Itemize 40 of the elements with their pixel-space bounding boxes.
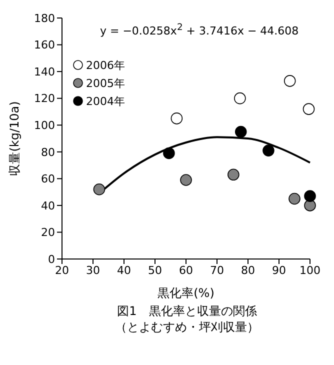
point [180,174,192,186]
point [228,168,240,181]
point [93,183,106,196]
y-tick-label: 160 [34,38,55,52]
text: （とよむすめ・坪刈収量） [114,319,260,335]
y-tick-label: 60 [41,172,55,186]
y-axis-title: 収量(kg/10a) [7,101,22,176]
y-tick-label: 20 [41,226,55,240]
x-tick-label: 80 [241,264,255,277]
y-tick-label: 100 [34,119,55,132]
y-tick-label: 80 [41,146,55,159]
annotation: y = −0.0258x$^{2}$ + 3.7416x − 44.608 [100,22,299,38]
y-tick-label: 180 [34,12,55,25]
point [304,190,316,202]
x-axis-title: 黒化率(%) [158,286,214,300]
caption: 図1 黒化率と収量の関係 [116,303,258,319]
point [262,144,274,156]
point [288,192,300,205]
x-tick-label: 40 [117,264,131,277]
x-tick-label: 90 [272,264,286,277]
legend-label: 2005年 [86,76,125,90]
x-tick-label: 20 [55,264,69,277]
point [234,92,246,104]
y-tick-label: 140 [34,65,55,78]
x-tick-label: 60 [179,264,193,277]
x-tick-label: 50 [148,264,162,277]
point [302,103,315,115]
point [170,112,183,124]
point [163,147,175,160]
point [304,200,316,212]
y-tick-label: 0 [48,252,55,266]
x-tick-label: 30 [86,264,100,277]
y-tick-label: 40 [41,199,55,212]
y-tick-label: 120 [34,92,55,106]
point [234,126,247,138]
legend-label: 2006年 [86,58,125,72]
point [284,75,296,87]
x-tick-label: 100 [300,264,320,277]
legend-label: 2004年 [86,94,125,108]
x-tick-label: 70 [210,264,224,277]
